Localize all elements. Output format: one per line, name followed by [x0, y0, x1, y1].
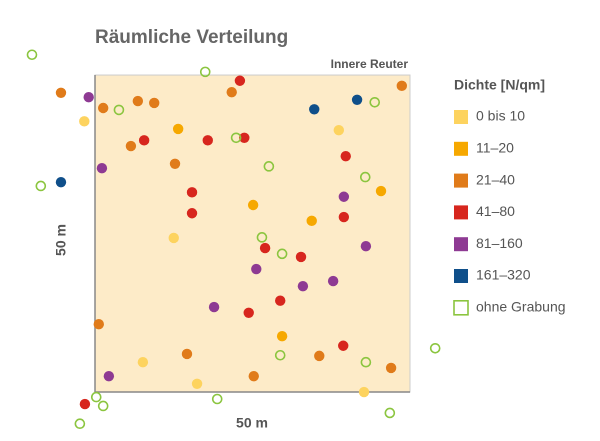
- data-point: [234, 75, 246, 86]
- data-point: [396, 80, 408, 92]
- legend-label: 11–20: [476, 140, 514, 156]
- data-point: [297, 280, 309, 292]
- data-point: [181, 348, 193, 360]
- data-point: [276, 248, 288, 260]
- legend-swatch: [454, 141, 468, 156]
- legend-label: 21–40: [476, 171, 515, 187]
- data-point: [74, 418, 86, 430]
- data-point: [55, 87, 67, 98]
- data-point: [168, 232, 179, 244]
- data-point: [333, 124, 345, 136]
- data-point: [26, 49, 38, 61]
- data-point: [338, 211, 350, 223]
- data-point: [247, 199, 259, 211]
- legend-title: Dichte [N/qm]: [454, 77, 545, 93]
- data-point: [338, 340, 349, 351]
- data-point: [243, 307, 254, 318]
- data-point: [295, 251, 307, 263]
- data-point: [137, 357, 149, 368]
- data-point: [186, 208, 198, 219]
- data-point: [97, 400, 109, 412]
- area-label: Innere Reuter: [331, 57, 409, 71]
- data-point: [169, 158, 181, 169]
- legend-swatch: [454, 237, 468, 252]
- legend-label: 81–160: [476, 235, 523, 251]
- data-point: [429, 342, 441, 354]
- data-point: [93, 318, 104, 330]
- data-point: [132, 95, 144, 107]
- data-point: [79, 116, 90, 127]
- legend-swatch: [454, 205, 468, 220]
- data-point: [359, 171, 371, 183]
- data-point: [358, 386, 370, 398]
- data-point: [385, 362, 397, 374]
- data-point: [384, 407, 396, 419]
- data-point: [55, 176, 67, 188]
- data-point: [226, 86, 237, 98]
- data-point: [211, 393, 223, 405]
- legend-label: ohne Grabung: [476, 299, 566, 315]
- data-point: [360, 356, 372, 368]
- data-point: [248, 370, 259, 382]
- data-point: [263, 161, 275, 172]
- data-point: [113, 104, 125, 116]
- data-point: [259, 242, 271, 254]
- chart-title: Räumliche Verteilung: [95, 27, 288, 48]
- data-point: [338, 191, 350, 202]
- data-point: [138, 135, 150, 146]
- data-point: [199, 66, 211, 78]
- legend-swatch: [454, 173, 468, 188]
- data-point: [327, 275, 339, 287]
- data-point: [208, 301, 220, 313]
- data-point: [125, 140, 137, 152]
- legend-label: 41–80: [476, 203, 515, 219]
- data-point: [369, 96, 381, 108]
- data-point: [276, 331, 288, 342]
- data-point: [103, 370, 115, 382]
- data-point: [274, 349, 286, 361]
- x-axis-label: 50 m: [236, 415, 268, 431]
- data-point: [275, 295, 286, 306]
- data-point: [239, 132, 250, 144]
- data-point: [230, 132, 242, 144]
- data-point: [351, 94, 363, 105]
- data-point: [251, 263, 262, 275]
- data-point: [309, 104, 320, 115]
- legend-label: 0 bis 10: [476, 108, 525, 124]
- data-point: [314, 350, 325, 362]
- data-point: [191, 378, 203, 389]
- data-point: [149, 97, 160, 109]
- data-point: [35, 180, 47, 192]
- y-axis-label: 50 m: [53, 224, 69, 256]
- data-point: [256, 232, 268, 243]
- legend-label: 161–320: [476, 267, 531, 283]
- data-point: [306, 215, 317, 227]
- legend-swatch: [454, 110, 468, 124]
- legend-swatch: [453, 299, 469, 316]
- data-point: [79, 398, 91, 410]
- data-point: [96, 163, 108, 174]
- data-point: [202, 135, 213, 146]
- data-point: [186, 187, 198, 198]
- data-point: [97, 102, 109, 114]
- data-point: [340, 150, 351, 162]
- study-area: [94, 74, 411, 393]
- data-point: [172, 123, 184, 135]
- legend-swatch: [454, 269, 468, 283]
- data-point: [360, 241, 372, 252]
- data-point: [90, 391, 102, 403]
- data-point: [83, 92, 94, 103]
- data-point: [375, 185, 387, 197]
